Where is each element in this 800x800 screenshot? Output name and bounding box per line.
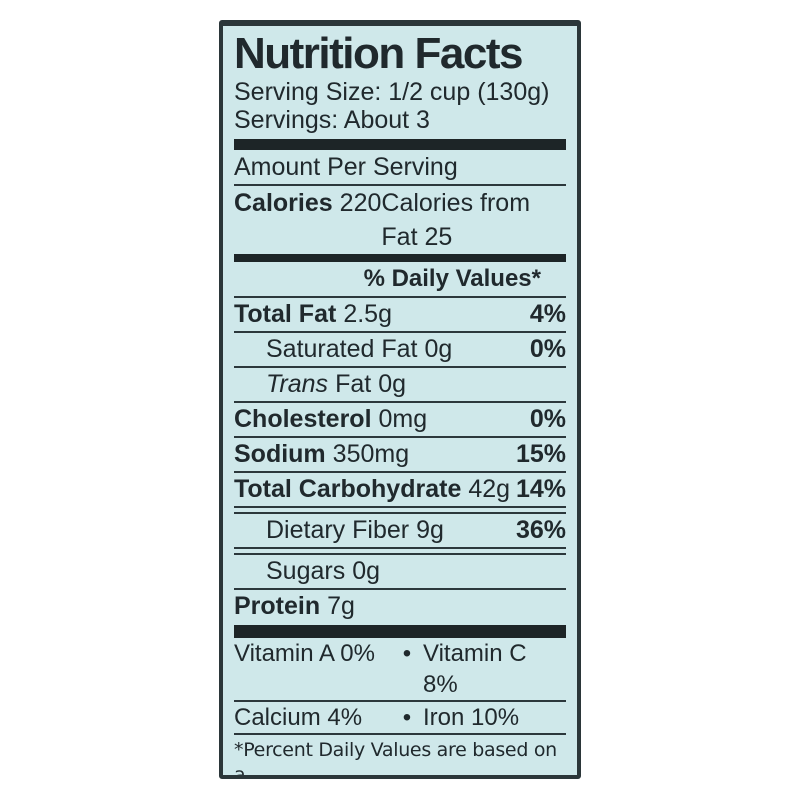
divider (234, 366, 566, 368)
nutrient-label: Total Fat (234, 300, 337, 328)
nutrient-label: Protein (234, 592, 321, 620)
nutrient-label: Sugars (266, 557, 346, 585)
amount-per-serving-heading: Amount Per Serving (234, 153, 458, 181)
nutrient-row-sodium: Sodium 350mg 15% (234, 438, 566, 471)
micronutrient-row-minerals: Calcium 4% • Iron 10% (234, 702, 566, 733)
nutrient-row-total-carbohydrate: Total Carbohydrate 42g 14% (234, 473, 566, 506)
calories-from-fat: Calories from Fat 25 (381, 189, 531, 251)
divider (234, 184, 566, 186)
nutrition-facts-label: Nutrition Facts Serving Size: 1/2 cup (1… (219, 20, 581, 779)
nutrient-label: Total Carbohydrate (234, 475, 462, 503)
nutrient-label-group: Trans Fat 0g (234, 368, 406, 401)
medium-divider (234, 254, 566, 262)
nutrient-dv: 36% (515, 516, 566, 544)
nutrient-amount: 42g (468, 475, 511, 503)
double-divider (234, 547, 566, 555)
nutrient-label-group: Dietary Fiber 9g (234, 514, 444, 547)
nutrient-row-total-fat: Total Fat 2.5g 4% (234, 298, 566, 331)
bullet-separator: • (402, 640, 412, 667)
nutrient-amount: 350mg (332, 440, 410, 468)
nutrient-label-group: Protein 7g (234, 590, 355, 623)
nutrient-label: Fat (335, 370, 372, 398)
nutrient-row-protein: Protein 7g (234, 590, 566, 623)
servings-line: Servings: About 3 (234, 106, 430, 134)
divider (234, 471, 566, 473)
nutrient-label-group: Total Carbohydrate 42g (234, 473, 510, 506)
calories-value: 220 (339, 189, 382, 217)
label-title: Nutrition Facts (234, 29, 523, 78)
nutrient-row-cholesterol: Cholesterol 0mg 0% (234, 403, 566, 436)
nutrient-row-sugars: Sugars 0g (234, 555, 566, 588)
nutrient-label: Sodium (234, 440, 326, 468)
nutrient-amount: 0mg (378, 405, 428, 433)
micronutrient-right: Iron 10% (423, 704, 520, 731)
nutrient-dv: 0% (529, 405, 566, 433)
micronutrient-left: Vitamin A 0% (234, 640, 375, 667)
nutrient-row-dietary-fiber: Dietary Fiber 9g 36% (234, 514, 566, 547)
divider (234, 296, 566, 298)
nutrient-row-saturated-fat: Saturated Fat 0g 0% (234, 333, 566, 366)
nutrient-dv: 0% (529, 335, 566, 363)
nutrient-label-group: Sodium 350mg (234, 438, 409, 471)
divider (234, 700, 566, 702)
divider (234, 436, 566, 438)
calories-row: Calories 220 Calories from Fat 25 (234, 186, 566, 254)
nutrient-label-group: Cholesterol 0mg (234, 403, 427, 436)
footnote: *Percent Daily Values are based on a 2,0… (234, 735, 566, 779)
nutrient-dv: 4% (529, 300, 566, 328)
nutrient-amount: 9g (416, 516, 444, 544)
nutrient-amount: 7g (327, 592, 355, 620)
divider (234, 733, 566, 735)
serving-size-line: Serving Size: 1/2 cup (130g) (234, 78, 550, 106)
micronutrient-row-vitamins: Vitamin A 0% • Vitamin C 8% (234, 638, 566, 700)
nutrient-label-group: Total Fat 2.5g (234, 298, 392, 331)
nutrient-amount: 0g (424, 335, 453, 363)
nutrient-dv: 15% (515, 440, 566, 468)
nutrient-amount: 0g (378, 370, 406, 398)
nutrient-label-group: Sugars 0g (234, 555, 380, 588)
divider (234, 401, 566, 403)
micronutrient-left: Calcium 4% (234, 704, 363, 731)
footnote-line: *Percent Daily Values are based on a (234, 739, 557, 779)
bullet-separator: • (402, 704, 412, 731)
nutrient-amount: 2.5g (343, 300, 392, 328)
nutrient-row-trans-fat: Trans Fat 0g (234, 368, 566, 401)
daily-values-header: % Daily Values* (363, 265, 541, 292)
nutrient-label: Dietary Fiber (266, 516, 410, 544)
calories-label: Calories (234, 189, 333, 217)
divider (234, 331, 566, 333)
nutrient-label: Cholesterol (234, 405, 372, 433)
thick-divider-top (234, 139, 566, 150)
thick-divider-bottom (234, 625, 566, 638)
double-divider (234, 506, 566, 514)
nutrient-label: Saturated Fat (266, 335, 418, 363)
nutrient-dv: 14% (515, 475, 566, 503)
nutrient-amount: 0g (352, 557, 381, 585)
nutrient-label-group: Saturated Fat 0g (234, 333, 452, 366)
calories-value-group: Calories 220 (234, 186, 381, 220)
divider (234, 588, 566, 590)
nutrient-label-italic: Trans (266, 370, 329, 398)
micronutrient-right: Vitamin C 8% (423, 640, 527, 698)
